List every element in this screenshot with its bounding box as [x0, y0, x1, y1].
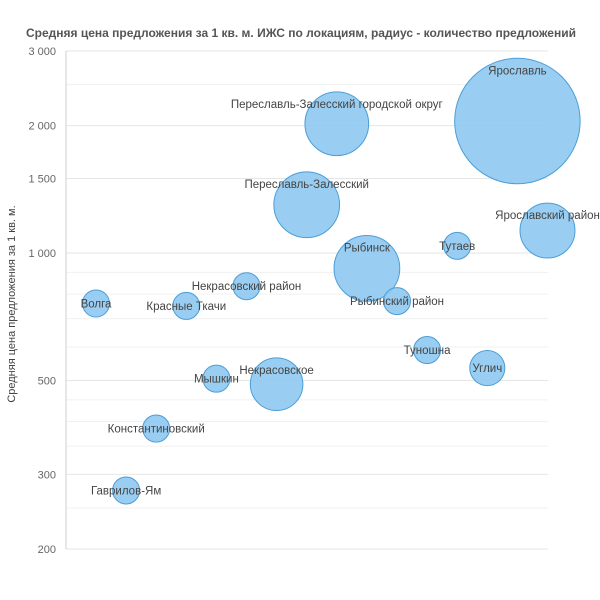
y-tick-label: 500: [38, 375, 56, 387]
y-tick-label: 3 000: [28, 46, 56, 58]
bubble-point: [82, 289, 110, 318]
bubble-point: [519, 202, 576, 259]
bubble-point: [443, 231, 472, 260]
bubble-point: [232, 272, 261, 301]
bubble-point: [273, 171, 341, 239]
bubble-layer: [82, 57, 581, 505]
bubble-point: [383, 287, 411, 316]
chart-title: Средняя цена предложения за 1 кв. м. ИЖС…: [26, 26, 576, 40]
bubble-label: Тунoшна: [404, 345, 451, 357]
bubble-point: [333, 235, 401, 302]
bubble-label: Волга: [81, 298, 112, 310]
bubble-label: Тутаев: [439, 241, 475, 253]
y-tick-label: 1 500: [28, 173, 56, 185]
y-tick-label: 300: [38, 469, 56, 481]
bubble-point: [469, 350, 506, 387]
bubble-label: Ярославль: [488, 65, 547, 77]
y-tick-label: 2 000: [28, 121, 56, 133]
bubble-label: Гаврилов-Ям: [91, 485, 161, 497]
bubble-point: [112, 476, 141, 505]
bubble-point: [172, 291, 201, 320]
y-tick-label: 1 000: [28, 248, 56, 260]
bubble-label: Некрасовский район: [192, 281, 302, 293]
bubble-label: Некрасовское: [239, 365, 313, 377]
bubble-point: [304, 91, 370, 157]
bubble-label: Рыбинский район: [350, 296, 444, 308]
bubble-point: [142, 414, 171, 443]
bubble-label: Мышкин: [194, 374, 239, 386]
bubble-label: Переславль-Залесский городской округ: [231, 99, 443, 111]
bubble-label: Углич: [472, 363, 502, 375]
bubble-point: [202, 364, 231, 393]
bubble-label: Ярославский район: [495, 210, 600, 222]
bubble-label: Красные Ткачи: [146, 301, 226, 313]
bubble-label: Переславль-Залесский: [244, 179, 369, 191]
label-layer: Волга Гаврилов-Ям Константиновский Красные …: [81, 65, 600, 497]
bubble-point: [249, 357, 304, 411]
bubble-label: Константиновский: [108, 424, 205, 436]
y-tick-label: 200: [38, 544, 56, 556]
bubble-point: [413, 336, 442, 365]
bubble-label: Рыбинск: [344, 243, 391, 255]
bubble-point: [454, 57, 581, 185]
